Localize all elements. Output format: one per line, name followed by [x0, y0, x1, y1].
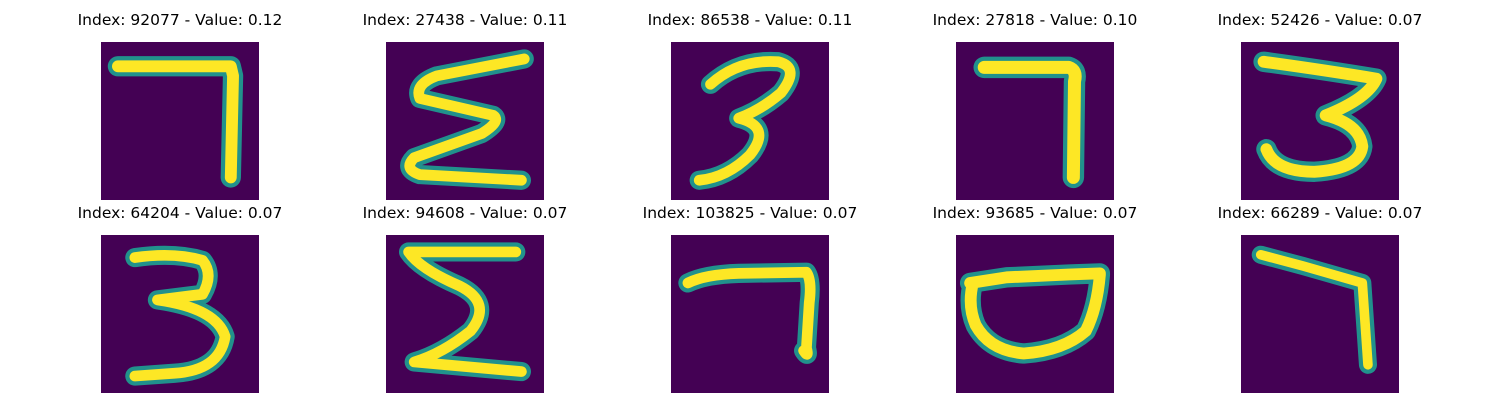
digit-image	[1241, 235, 1399, 393]
three-glyph-icon	[1241, 42, 1399, 200]
digit-image	[956, 235, 1114, 393]
digit-image	[671, 235, 829, 393]
panel: Index: 103825 - Value: 0.07	[590, 201, 910, 393]
panel: Index: 94608 - Value: 0.07	[305, 201, 625, 393]
three-glyph-icon	[671, 42, 829, 200]
panel-title: Index: 64204 - Value: 0.07	[77, 204, 283, 222]
panel: Index: 27438 - Value: 0.11	[305, 8, 625, 200]
panel-title: Index: 94608 - Value: 0.07	[362, 204, 568, 222]
digit-image	[1241, 42, 1399, 200]
digit-image	[386, 235, 544, 393]
panel-title: Index: 27818 - Value: 0.10	[932, 11, 1138, 29]
sigma-glyph-icon	[386, 235, 544, 393]
seven-glyph-icon	[1241, 235, 1399, 393]
digit-image	[386, 42, 544, 200]
panel-title: Index: 93685 - Value: 0.07	[932, 204, 1138, 222]
panel-title: Index: 27438 - Value: 0.11	[362, 11, 568, 29]
digit-image	[101, 42, 259, 200]
seven-glyph-icon	[671, 235, 829, 393]
panel: Index: 92077 - Value: 0.12	[20, 8, 340, 200]
panel: Index: 52426 - Value: 0.07	[1160, 8, 1480, 200]
digit-image	[101, 235, 259, 393]
panel: Index: 27818 - Value: 0.10	[875, 8, 1195, 200]
digit-image	[956, 42, 1114, 200]
bowl-glyph-icon	[956, 235, 1114, 393]
seven-glyph-icon	[956, 42, 1114, 200]
panel: Index: 66289 - Value: 0.07	[1160, 201, 1480, 393]
panel: Index: 64204 - Value: 0.07	[20, 201, 340, 393]
sigma-glyph-icon	[386, 42, 544, 200]
panel-title: Index: 86538 - Value: 0.11	[647, 11, 853, 29]
panel-title: Index: 66289 - Value: 0.07	[1217, 204, 1423, 222]
panel: Index: 86538 - Value: 0.11	[590, 8, 910, 200]
panel-title: Index: 92077 - Value: 0.12	[77, 11, 283, 29]
seven-glyph-icon	[101, 42, 259, 200]
panel-title: Index: 103825 - Value: 0.07	[642, 204, 858, 222]
panel: Index: 93685 - Value: 0.07	[875, 201, 1195, 393]
digit-image	[671, 42, 829, 200]
panel-title: Index: 52426 - Value: 0.07	[1217, 11, 1423, 29]
three-glyph-icon	[101, 235, 259, 393]
